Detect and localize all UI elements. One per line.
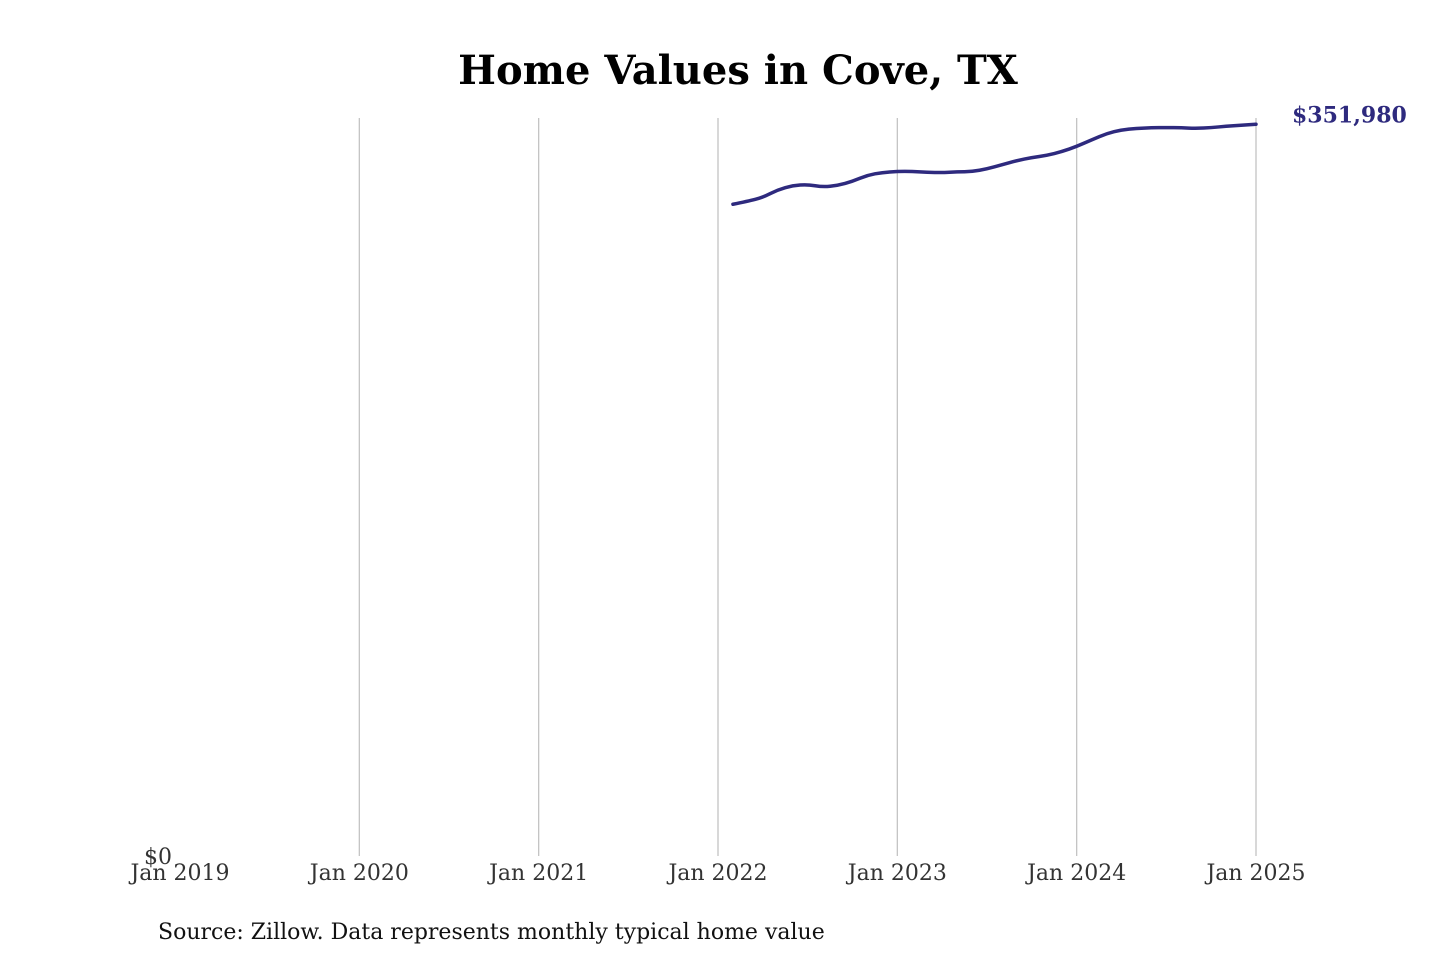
y-tick-label: $0: [144, 845, 172, 870]
x-tick-label: Jan 2020: [308, 861, 409, 886]
x-tick-label: Jan 2021: [487, 861, 588, 886]
x-tick-label: Jan 2025: [1204, 861, 1305, 886]
end-value-label: $351,980: [1292, 102, 1407, 128]
source-note: Source: Zillow. Data represents monthly …: [158, 920, 825, 945]
series-layer: [731, 122, 1258, 207]
y-axis-ticks: $0: [144, 845, 172, 870]
x-tick-label: Jan 2024: [1025, 861, 1126, 886]
grid-lines: [358, 118, 1257, 856]
x-tick-label: Jan 2023: [846, 861, 947, 886]
x-axis-ticks: Jan 2019 Jan 2020 Jan 2021 Jan 2022 Jan 2023…: [128, 861, 1305, 886]
x-tick-label: Jan 2019: [128, 861, 229, 886]
chart-title: Home Values in Cove, TX: [458, 47, 1018, 94]
x-tick-label: Jan 2022: [666, 861, 767, 886]
series-line-0: [731, 122, 1258, 207]
